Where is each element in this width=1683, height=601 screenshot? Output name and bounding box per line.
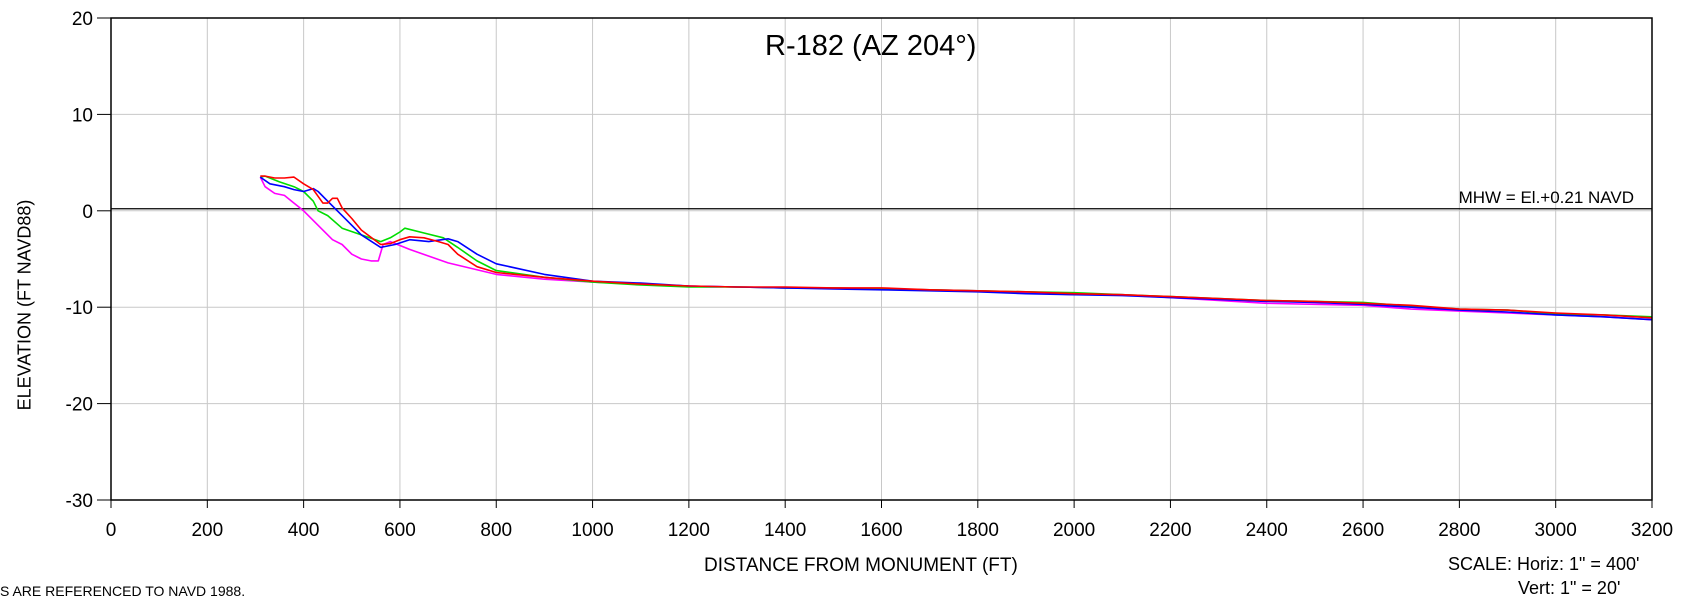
x-tick-label: 1200: [668, 520, 710, 541]
y-axis-label: ELEVATION (FT NAVD88): [14, 199, 35, 411]
y-tick-label: -20: [66, 395, 93, 416]
x-tick-label: 1600: [860, 520, 902, 541]
y-tick-label: -10: [66, 298, 93, 319]
datum-footnote: S ARE REFERENCED TO NAVD 1988.: [0, 583, 246, 599]
x-tick-label: 3200: [1631, 520, 1673, 541]
x-axis-label: DISTANCE FROM MONUMENT (FT): [704, 555, 1018, 576]
x-tick-label: 2000: [1053, 520, 1095, 541]
x-tick-label: 1800: [957, 520, 999, 541]
x-tick-label: 800: [480, 520, 512, 541]
y-tick-label: 0: [82, 202, 93, 223]
x-tick-label: 3000: [1535, 520, 1577, 541]
mhw-label: MHW = El.+0.21 NAVD: [1459, 188, 1634, 207]
series-line-2: [260, 175, 1653, 318]
x-tick-label: 2200: [1149, 520, 1191, 541]
scale-horizontal: SCALE: Horiz: 1" = 400': [1448, 554, 1640, 574]
x-tick-label: 0: [106, 520, 117, 541]
x-tick-label: 600: [384, 520, 416, 541]
axis-ticks: 0 200 400 600 800 1000 1200 1400 1600 1800 2000 220…: [66, 9, 1674, 541]
x-tick-label: 1400: [764, 520, 806, 541]
y-tick-label: 10: [72, 105, 93, 126]
chart-title: R-182 (AZ 204°): [765, 30, 977, 62]
x-tick-label: 1000: [571, 520, 613, 541]
grid-lines: [110, 17, 1653, 501]
series-lines: [259, 175, 1653, 321]
series-line-3: [259, 176, 1653, 321]
series-line-4: [260, 175, 1653, 319]
x-tick-label: 2400: [1246, 520, 1288, 541]
y-tick-label: -30: [66, 491, 93, 512]
x-tick-label: 2800: [1438, 520, 1480, 541]
scale-vertical: Vert: 1" = 20': [1518, 578, 1621, 598]
mhw-reference-line: MHW = El.+0.21 NAVD: [111, 188, 1652, 210]
x-tick-label: 2600: [1342, 520, 1384, 541]
y-tick-label: 20: [72, 9, 93, 30]
x-tick-label: 400: [288, 520, 320, 541]
x-tick-label: 200: [191, 520, 223, 541]
